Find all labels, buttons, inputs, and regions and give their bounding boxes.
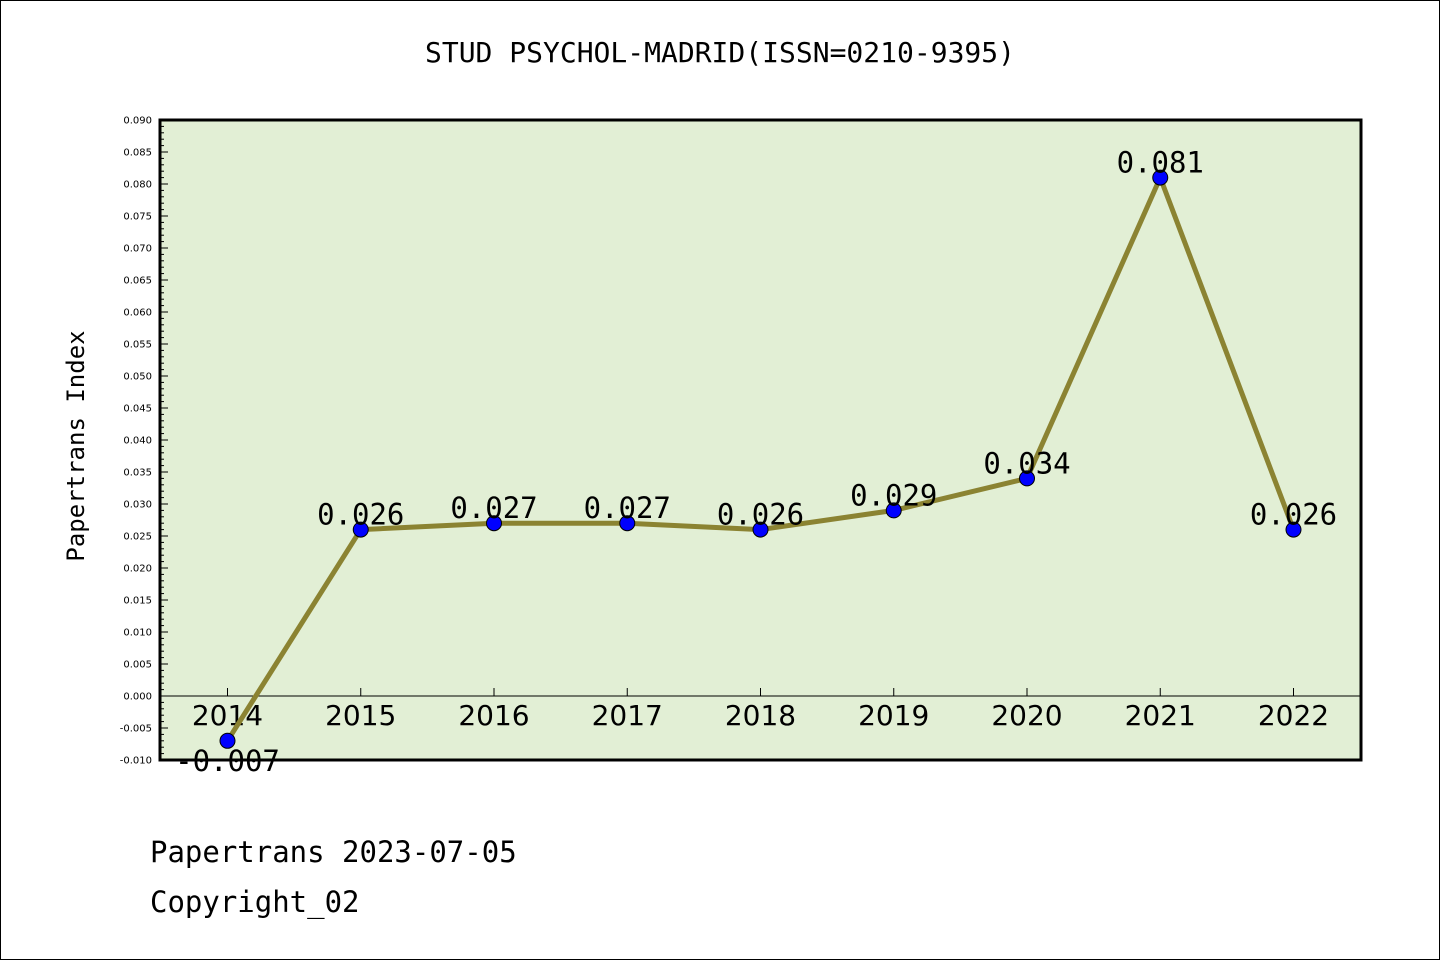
x-tick-label: 2017 [592, 699, 663, 732]
data-label: 0.029 [850, 478, 937, 512]
y-tick-label: 0.005 [123, 660, 152, 671]
data-label: 0.027 [450, 491, 537, 525]
y-tick-label: 0.075 [123, 212, 152, 223]
y-tick-label: 0.000 [123, 692, 152, 703]
data-point [486, 515, 502, 532]
y-tick-label: 0.020 [123, 564, 152, 575]
y-tick-label: 0.085 [123, 148, 152, 159]
y-tick-label: -0.010 [120, 756, 152, 767]
data-label: 0.081 [1117, 146, 1204, 180]
x-tick-label: 2018 [725, 699, 796, 732]
y-tick-label: 0.090 [123, 116, 152, 127]
y-tick-label: 0.050 [123, 372, 152, 383]
y-axis: -0.010 -0.005 0.000 0.005 0.010 0.015 0.020 0.0… [120, 116, 168, 767]
y-tick-label: 0.070 [123, 244, 152, 255]
y-tick-label: 0.040 [123, 436, 152, 447]
data-label: 0.027 [584, 491, 671, 525]
data-point [1152, 169, 1169, 186]
footer-date: Papertrans 2023-07-05 [150, 835, 517, 869]
y-tick-label: 0.060 [123, 308, 152, 319]
data-point [619, 515, 636, 532]
y-tick-label: 0.080 [123, 180, 152, 191]
y-axis-title: Papertrans Index [62, 330, 90, 561]
x-tick-label: 2021 [1125, 699, 1196, 732]
chart-title: STUD PSYCHOL-MADRID(ISSN=0210-9395) [424, 36, 1015, 69]
plot-border [158, 118, 1363, 762]
y-tick-label: 0.045 [123, 404, 152, 415]
data-point [885, 502, 902, 519]
y-tick-label: -0.005 [120, 724, 152, 735]
data-label: 0.034 [983, 446, 1070, 480]
data-point [752, 521, 769, 538]
x-tick-label: 2015 [325, 699, 396, 732]
x-tick-label: 2019 [858, 699, 929, 732]
y-tick-label: 0.030 [123, 500, 152, 511]
x-tick-label: 2020 [991, 699, 1062, 732]
data-point [1285, 521, 1302, 538]
footer-copyright: Copyright_02 [150, 885, 360, 919]
data-label: 0.026 [317, 498, 404, 532]
plot-area [160, 120, 1361, 760]
y-tick-label: 0.025 [123, 532, 152, 543]
y-tick-label: 0.055 [123, 340, 152, 351]
data-point [1019, 470, 1035, 487]
x-tick-label: 2022 [1258, 699, 1329, 732]
data-label: 0.026 [1250, 498, 1337, 532]
y-tick-label: 0.065 [123, 276, 152, 287]
series-markers [219, 169, 1302, 749]
y-tick-label: 0.015 [123, 596, 152, 607]
x-tick-label: 2016 [458, 699, 529, 732]
y-tick-label: 0.035 [123, 468, 152, 479]
data-point [352, 521, 369, 538]
data-label: 0.026 [717, 498, 804, 532]
y-tick-label: 0.010 [123, 628, 152, 639]
data-point [219, 732, 236, 749]
